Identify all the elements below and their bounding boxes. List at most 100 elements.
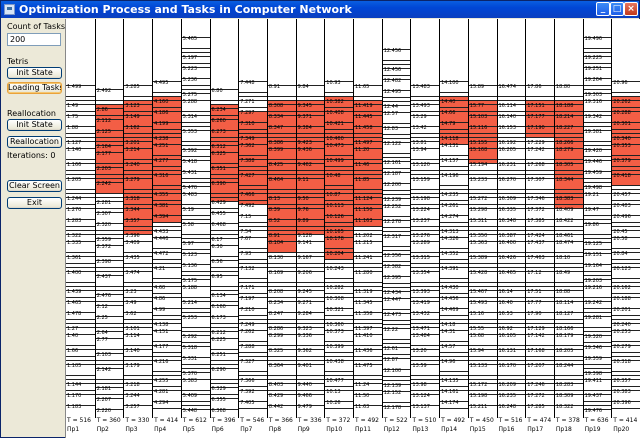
task-block: 9.323 xyxy=(296,327,326,334)
task-block xyxy=(325,341,354,345)
task-block: 18.322 xyxy=(554,405,584,412)
task-block xyxy=(181,364,211,368)
minimize-button[interactable]: _ xyxy=(596,2,610,16)
task-block xyxy=(325,278,354,282)
task-block: 15.233 xyxy=(468,178,498,189)
task-block xyxy=(354,252,383,256)
clear-screen-button[interactable]: Clear Screen xyxy=(7,180,62,192)
count-of-tasks-input[interactable]: 200 xyxy=(7,33,61,46)
task-block xyxy=(354,193,383,197)
task-block xyxy=(210,301,240,305)
task-block xyxy=(440,278,469,282)
task-block: 7.392 xyxy=(239,390,268,401)
task-block xyxy=(95,100,125,104)
task-block: 4.60 xyxy=(153,286,182,293)
task-block xyxy=(411,174,441,178)
task-block: 1.465 xyxy=(66,301,95,312)
task-block xyxy=(124,193,154,197)
close-button[interactable]: × xyxy=(624,2,638,16)
task-block xyxy=(583,52,613,56)
task-block xyxy=(411,137,441,141)
task-block: 19.346 xyxy=(583,346,613,357)
task-block xyxy=(554,252,584,256)
count-of-tasks-label: Count of Tasks xyxy=(7,22,65,31)
maximize-button[interactable]: □ xyxy=(610,2,624,16)
task-block: 4.199 xyxy=(153,122,182,129)
task-block: 3.201 xyxy=(124,141,154,148)
task-block: 15.211 xyxy=(468,405,498,412)
task-block xyxy=(210,360,240,364)
task-block: 15.94 xyxy=(468,349,498,356)
processor-time: T = 492 xyxy=(441,417,466,424)
task-block xyxy=(153,293,182,297)
task-block xyxy=(181,368,211,372)
task-block xyxy=(612,315,640,319)
task-block: 5.483 xyxy=(181,193,211,204)
task-block: 9.206 xyxy=(296,271,326,282)
processor-name: Пр5 xyxy=(182,426,195,433)
task-block xyxy=(124,170,154,174)
task-block: 18.49 xyxy=(554,271,584,282)
task-block xyxy=(382,227,412,231)
task-block: 7.15 xyxy=(239,215,268,222)
task-block xyxy=(583,63,613,67)
task-block xyxy=(354,267,383,271)
task-block: 19.342 xyxy=(583,115,613,122)
task-block: 16.400 xyxy=(497,241,527,252)
task-block: 3.149 xyxy=(124,115,154,126)
task-block: 3.179 xyxy=(124,364,154,375)
processor-time: T = 414 xyxy=(154,417,179,424)
task-block xyxy=(554,323,584,327)
task-block xyxy=(411,100,441,104)
processor-time: T = 450 xyxy=(469,417,494,424)
task-block: 13.419 xyxy=(411,301,441,312)
task-block xyxy=(612,185,640,189)
task-block xyxy=(526,159,555,163)
task-block xyxy=(382,64,412,68)
task-block xyxy=(411,297,441,301)
task-block xyxy=(382,75,412,79)
task-block xyxy=(497,230,527,234)
task-block: 8.39 xyxy=(267,208,297,219)
task-block xyxy=(440,166,469,170)
task-block: 7.310 xyxy=(239,122,268,129)
iterations-label: Iterations: 0 xyxy=(7,151,56,160)
reallocation-button[interactable]: Reallocation xyxy=(7,136,62,148)
task-block: 3.409 xyxy=(124,241,154,252)
task-block xyxy=(497,193,527,197)
task-block: 11.20 xyxy=(354,148,383,159)
loading-tasks-button[interactable]: Loading Tasks xyxy=(7,82,62,94)
task-block: 8.130 xyxy=(267,256,297,263)
task-block: 5.58 xyxy=(181,223,211,234)
task-block: 15.172 xyxy=(468,383,498,390)
task-block xyxy=(468,356,498,360)
task-block xyxy=(583,368,613,372)
task-block xyxy=(468,345,498,349)
task-block: 19.203 xyxy=(583,279,613,286)
task-block: 19.164 xyxy=(583,264,613,271)
task-block: 2.320 xyxy=(95,223,125,230)
task-block xyxy=(239,96,268,100)
task-block xyxy=(210,256,240,260)
task-block: 20.318 xyxy=(612,360,640,371)
exit-button[interactable]: Exit xyxy=(7,197,62,209)
task-block xyxy=(325,408,354,412)
task-block xyxy=(497,267,527,271)
processor-name: Пр11 xyxy=(355,426,371,433)
task-block: 11.85 xyxy=(354,178,383,189)
task-block xyxy=(267,267,297,271)
init-state-2-button[interactable]: Init State xyxy=(7,119,62,131)
task-block: 20.379 xyxy=(612,159,640,166)
task-block: 4.216 xyxy=(153,360,182,371)
task-block: 19.251 xyxy=(583,67,613,78)
task-block xyxy=(124,226,154,230)
task-block: 9.371 xyxy=(296,115,326,126)
task-block: 1.499 xyxy=(66,85,95,96)
task-block: 17.242 xyxy=(526,148,555,159)
task-block xyxy=(239,375,268,379)
task-block: 20.457 xyxy=(612,193,640,200)
task-block: 16.309 xyxy=(497,197,527,204)
task-block: 18.179 xyxy=(554,334,584,345)
task-block: 15.363 xyxy=(468,241,498,252)
init-state-button[interactable]: Init State xyxy=(7,67,62,79)
